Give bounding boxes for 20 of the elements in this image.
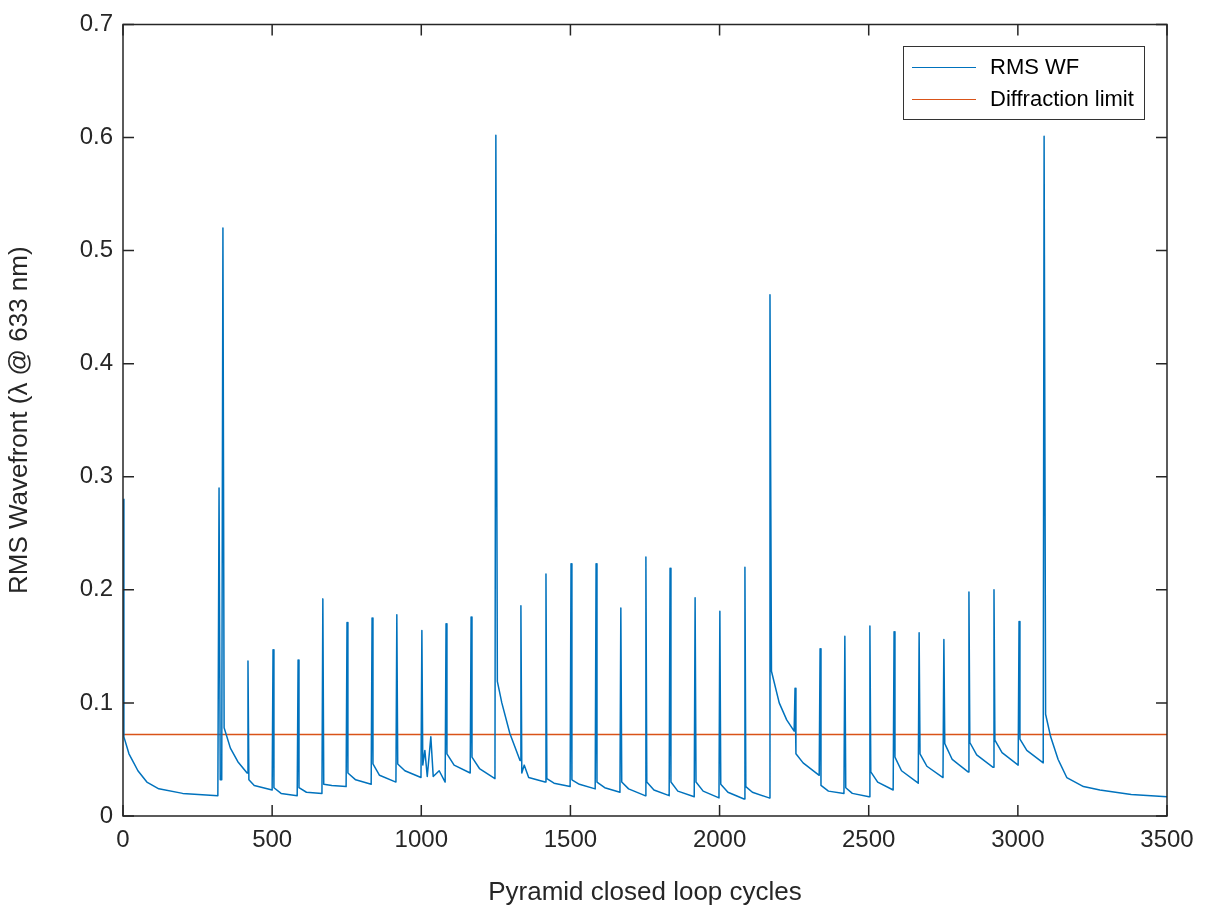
- y-tick-label: 0.5: [79, 235, 113, 263]
- y-tick-label: 0.3: [79, 461, 113, 489]
- x-tick-label: 3000: [991, 825, 1045, 853]
- x-tick-label: 1000: [394, 825, 448, 853]
- x-tick-label: 2500: [842, 825, 896, 853]
- legend-label: Diffraction limit: [990, 86, 1134, 113]
- x-tick-label: 2000: [692, 825, 747, 853]
- y-tick-label: 0.2: [79, 574, 113, 602]
- y-tick-label: 0.6: [79, 122, 113, 150]
- y-tick-label: 0.1: [79, 687, 113, 715]
- x-axis-title: Pyramid closed loop cycles: [488, 875, 802, 906]
- y-tick-label: 0.7: [79, 9, 113, 37]
- x-tick-label: 0: [116, 825, 130, 853]
- x-tick-label: 500: [252, 825, 293, 853]
- y-tick-label: 0: [99, 800, 113, 828]
- x-tick-label: 3500: [1140, 825, 1194, 853]
- legend-label: RMS WF: [990, 54, 1080, 81]
- y-tick-label: 0.4: [79, 348, 113, 376]
- y-axis-title: RMS Wavefront (λ @ 633 nm): [2, 246, 33, 595]
- x-tick-label: 1500: [543, 825, 598, 853]
